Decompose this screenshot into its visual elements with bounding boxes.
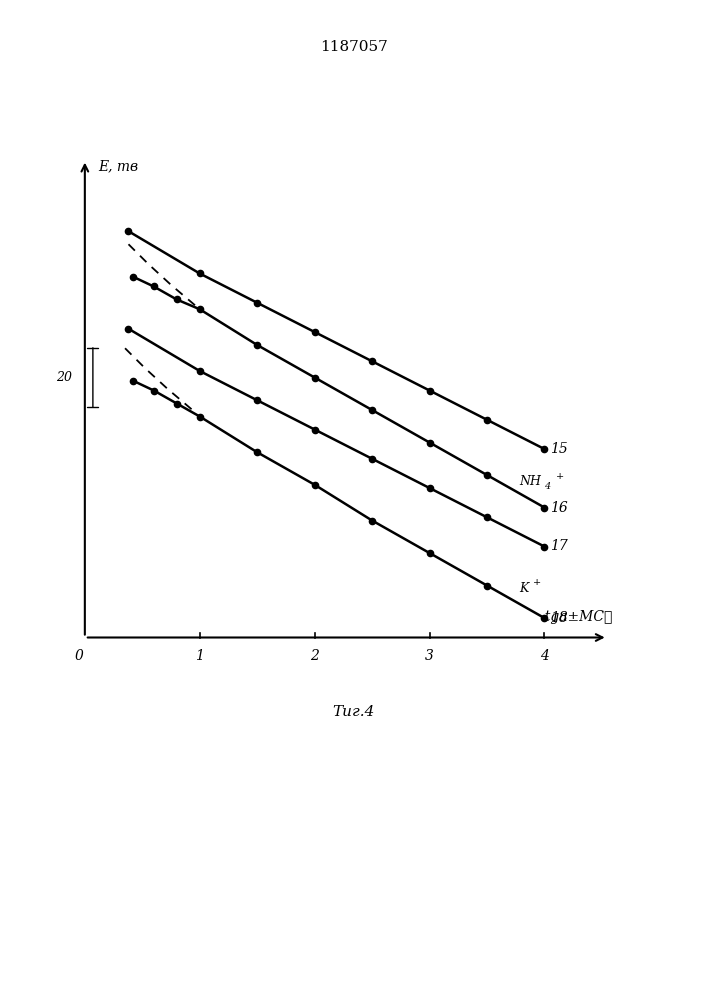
- Text: +: +: [533, 578, 541, 587]
- Text: 1187057: 1187057: [320, 40, 387, 54]
- Text: 18: 18: [550, 611, 568, 625]
- Text: 4: 4: [544, 482, 551, 491]
- Text: -tga±MCℓ: -tga±MCℓ: [541, 610, 614, 624]
- Text: E, mв: E, mв: [99, 160, 139, 174]
- Text: NH: NH: [519, 475, 541, 488]
- Text: Τиг.4: Τиг.4: [332, 705, 375, 719]
- Text: 4: 4: [540, 649, 549, 663]
- Text: 15: 15: [550, 442, 568, 456]
- Text: +: +: [556, 472, 564, 481]
- Text: K: K: [519, 582, 529, 595]
- Text: 16: 16: [550, 500, 568, 514]
- Text: 1: 1: [195, 649, 204, 663]
- Text: 0: 0: [75, 649, 83, 663]
- Text: 20: 20: [56, 371, 72, 384]
- Text: 2: 2: [310, 649, 319, 663]
- Text: 17: 17: [550, 540, 568, 554]
- Text: 3: 3: [425, 649, 434, 663]
